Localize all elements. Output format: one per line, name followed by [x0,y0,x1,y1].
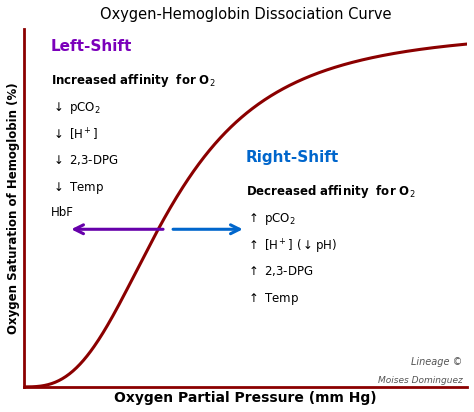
Text: $\uparrow$ pCO$_2$: $\uparrow$ pCO$_2$ [246,211,295,227]
Text: Right-Shift: Right-Shift [246,150,339,166]
Text: $\downarrow$ pCO$_2$: $\downarrow$ pCO$_2$ [51,100,100,116]
Text: Lineage ©: Lineage © [411,357,463,367]
Text: $\downarrow$ Temp: $\downarrow$ Temp [51,180,104,196]
Y-axis label: Oxygen Saturation of Hemoglobin (%): Oxygen Saturation of Hemoglobin (%) [7,82,20,334]
X-axis label: Oxygen Partial Pressure (mm Hg): Oxygen Partial Pressure (mm Hg) [114,391,377,405]
Text: $\downarrow$ [H$^+$]: $\downarrow$ [H$^+$] [51,127,98,143]
Text: Decreased affinity  for O$_2$: Decreased affinity for O$_2$ [246,183,415,200]
Title: Oxygen-Hemoglobin Dissociation Curve: Oxygen-Hemoglobin Dissociation Curve [100,7,392,22]
Text: $\uparrow$ 2,3-DPG: $\uparrow$ 2,3-DPG [246,265,313,279]
Text: Moises Dominguez: Moises Dominguez [378,376,463,385]
Text: Left-Shift: Left-Shift [51,40,132,54]
Text: $\uparrow$ Temp: $\uparrow$ Temp [246,291,299,307]
Text: $\downarrow$ 2,3-DPG: $\downarrow$ 2,3-DPG [51,153,118,167]
Text: $\uparrow$ [H$^+$] ($\downarrow$pH): $\uparrow$ [H$^+$] ($\downarrow$pH) [246,238,337,256]
Text: Increased affinity  for O$_2$: Increased affinity for O$_2$ [51,72,215,89]
Text: HbF: HbF [51,206,73,219]
